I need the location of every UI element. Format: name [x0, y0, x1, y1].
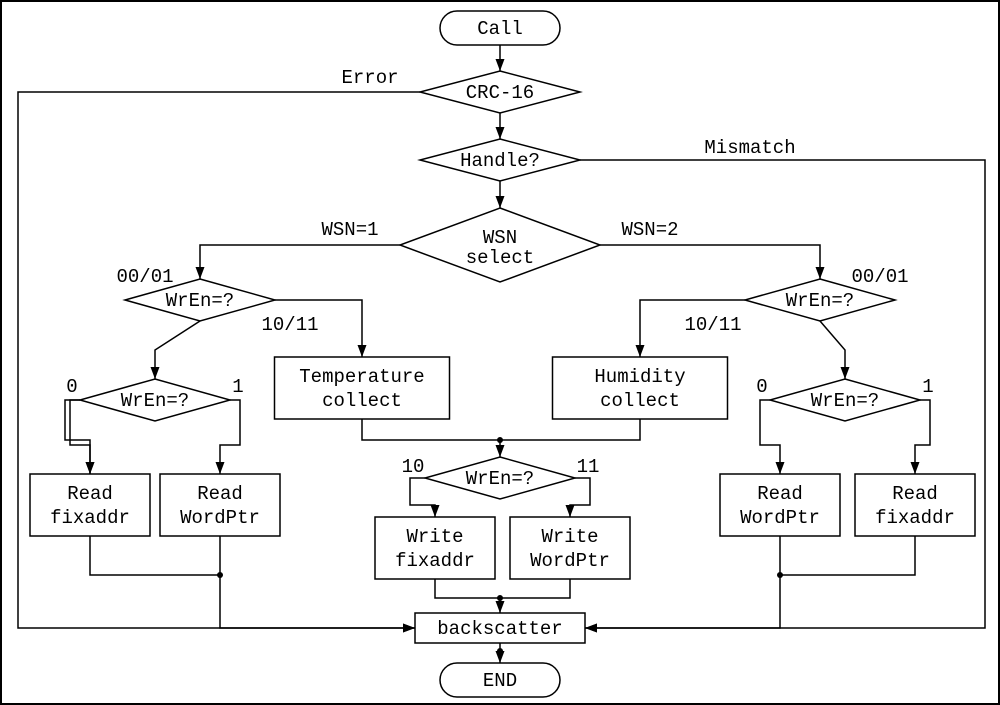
- edge-rightmerge-back: [585, 575, 780, 628]
- start-label: Call: [477, 18, 523, 40]
- wsn-label1: WSN: [483, 227, 517, 249]
- readFixR-label2: fixaddr: [875, 507, 955, 529]
- node-backscatter: backscatter: [415, 613, 585, 643]
- edge-wrenL-to-LL: [155, 321, 200, 379]
- edge-LL-readfixL: [70, 400, 90, 474]
- edge-RR-readfixR: [915, 400, 930, 474]
- edge-writefix-down: [435, 579, 500, 598]
- readWordL-label2: WordPtr: [180, 507, 260, 529]
- edge-wrenR-to-RR: [820, 321, 845, 379]
- edge-wsn-left: [200, 245, 400, 279]
- edge-readfixL-down: [90, 536, 220, 575]
- edge-wrenM-writefix: [410, 478, 435, 517]
- label-ll1: 1: [232, 376, 243, 398]
- readFixR-label1: Read: [892, 483, 938, 505]
- handle-label: Handle?: [460, 150, 540, 172]
- label-r0001: 00/01: [851, 266, 908, 288]
- node-read-fix-right: Read fixaddr: [855, 474, 975, 536]
- readFixL-label2: fixaddr: [50, 507, 130, 529]
- readWordR-label2: WordPtr: [740, 507, 820, 529]
- end-label: END: [483, 670, 517, 692]
- label-l0001: 00/01: [116, 266, 173, 288]
- label-rr1: 1: [922, 376, 933, 398]
- humid-label1: Humidity: [594, 366, 685, 388]
- temp-label1: Temperature: [299, 366, 424, 388]
- node-handle: Handle?: [420, 139, 580, 181]
- label-m10: 10: [402, 456, 425, 478]
- label-l1011: 10/11: [261, 314, 318, 336]
- node-wren-mid: WrEn=?: [425, 457, 575, 499]
- node-write-fix: Write fixaddr: [375, 517, 495, 579]
- readWordL-label1: Read: [197, 483, 243, 505]
- readWordR-label1: Read: [757, 483, 803, 505]
- nodes-group: Call CRC-16 Handle? WSN select WrEn=? Wr…: [30, 11, 975, 697]
- writeWord-label2: WordPtr: [530, 550, 610, 572]
- readFixL-label1: Read: [67, 483, 113, 505]
- label-wsn1: WSN=1: [321, 219, 378, 241]
- label-wsn2: WSN=2: [621, 219, 678, 241]
- wrenR-label: WrEn=?: [786, 290, 854, 312]
- edge-writeword-down: [500, 579, 570, 598]
- node-crc: CRC-16: [420, 71, 580, 113]
- humid-label2: collect: [600, 390, 680, 412]
- node-humidity: Humidity collect: [553, 357, 728, 419]
- wrenL-label: WrEn=?: [166, 290, 234, 312]
- wsn-label2: select: [466, 247, 534, 269]
- writeWord-label1: Write: [541, 526, 598, 548]
- node-wren-rr: WrEn=?: [770, 379, 920, 421]
- node-temperature: Temperature collect: [275, 357, 450, 419]
- node-write-word: Write WordPtr: [510, 517, 630, 579]
- node-read-word-right: Read WordPtr: [720, 474, 840, 536]
- edge-RR-readwordR: [760, 400, 780, 474]
- temp-label2: collect: [322, 390, 402, 412]
- label-mismatch: Mismatch: [704, 137, 795, 159]
- writeFix-label1: Write: [406, 526, 463, 548]
- edge-leftmerge-back: [220, 575, 415, 628]
- node-read-word-left: Read WordPtr: [160, 474, 280, 536]
- edge-temp-merge: [362, 419, 500, 440]
- edges-group: [18, 45, 985, 628]
- edge-wrenM-writeword: [570, 478, 590, 517]
- label-error: Error: [341, 67, 398, 89]
- edge-LL-readwordL: [220, 400, 240, 474]
- label-rr0: 0: [756, 376, 767, 398]
- edge-LL-0: [65, 400, 90, 474]
- writeFix-label2: fixaddr: [395, 550, 475, 572]
- label-r1011: 10/11: [684, 314, 741, 336]
- label-ll0: 0: [66, 376, 77, 398]
- edge-wsn-right: [600, 245, 820, 279]
- node-start: Call: [440, 11, 560, 45]
- wrenRR-label: WrEn=?: [811, 390, 879, 412]
- edge-humid-merge: [500, 419, 640, 440]
- node-wsn: WSN select: [400, 208, 600, 282]
- wrenM-label: WrEn=?: [466, 468, 534, 490]
- flowchart-diagram: Call CRC-16 Handle? WSN select WrEn=? Wr…: [0, 0, 1000, 705]
- edge-readfixR-down: [780, 536, 915, 575]
- node-wren-ll: WrEn=?: [80, 379, 230, 421]
- node-end: END: [440, 663, 560, 697]
- label-m11: 11: [577, 456, 600, 478]
- wrenLL-label: WrEn=?: [121, 390, 189, 412]
- crc-label: CRC-16: [466, 82, 534, 104]
- node-read-fix-left: Read fixaddr: [30, 474, 150, 536]
- back-label: backscatter: [437, 618, 562, 640]
